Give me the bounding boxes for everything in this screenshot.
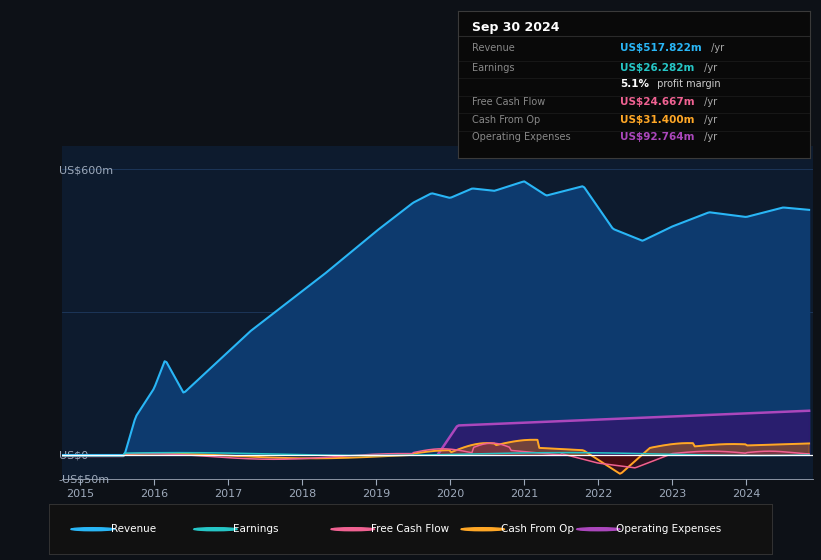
Text: Sep 30 2024: Sep 30 2024 [472,21,560,35]
Text: US$31.400m: US$31.400m [620,115,695,125]
Circle shape [71,528,114,531]
Text: /yr: /yr [700,132,717,142]
Text: US$24.667m: US$24.667m [620,97,695,107]
Text: Free Cash Flow: Free Cash Flow [472,97,545,107]
Text: profit margin: profit margin [654,80,721,90]
Text: /yr: /yr [700,97,717,107]
Circle shape [461,528,504,531]
Text: Operating Expenses: Operating Expenses [617,524,722,534]
Text: Earnings: Earnings [472,63,515,73]
Text: Cash From Op: Cash From Op [501,524,574,534]
Text: US$92.764m: US$92.764m [620,132,695,142]
Text: 5.1%: 5.1% [620,80,649,90]
Text: Revenue: Revenue [111,524,156,534]
Text: US$517.822m: US$517.822m [620,44,701,53]
Text: Free Cash Flow: Free Cash Flow [371,524,449,534]
Circle shape [576,528,620,531]
Text: /yr: /yr [700,115,717,125]
Circle shape [194,528,237,531]
Text: /yr: /yr [700,63,717,73]
Text: US$26.282m: US$26.282m [620,63,694,73]
Text: /yr: /yr [709,44,724,53]
Text: Earnings: Earnings [233,524,279,534]
Text: Cash From Op: Cash From Op [472,115,540,125]
Text: Operating Expenses: Operating Expenses [472,132,571,142]
Text: Revenue: Revenue [472,44,515,53]
Circle shape [331,528,374,531]
